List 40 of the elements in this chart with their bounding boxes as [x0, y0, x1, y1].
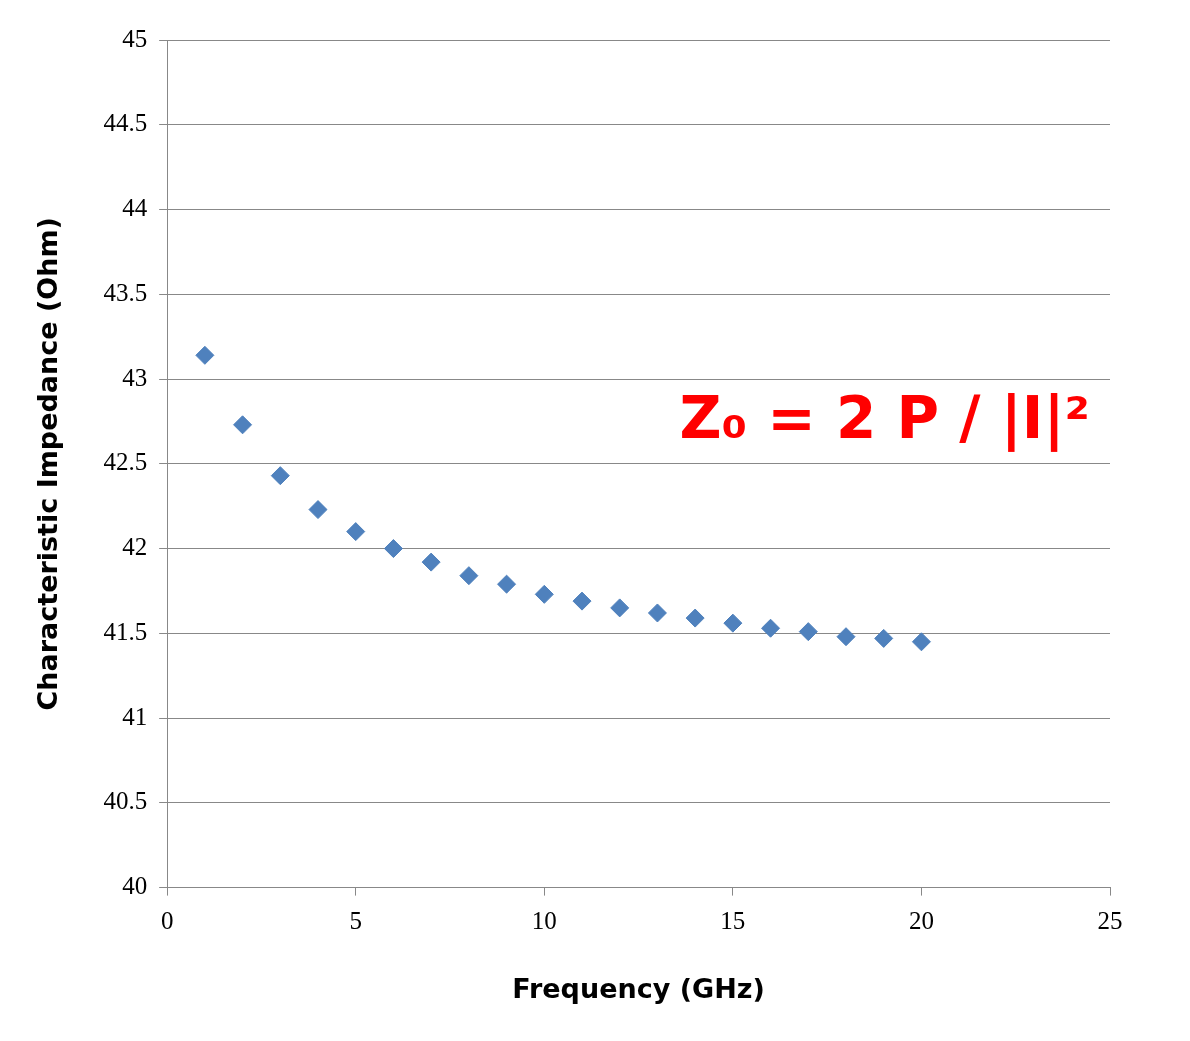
- y-tick-label: 43: [122, 363, 148, 391]
- y-tick-label: 42: [122, 533, 148, 561]
- point: [836, 627, 856, 647]
- point: [685, 608, 705, 628]
- y-tick-label: 41: [122, 702, 148, 730]
- x-tick-label: 0: [160, 907, 174, 935]
- y-tick-label: 44: [122, 194, 148, 222]
- point: [459, 566, 479, 586]
- x-tick-label: 25: [1097, 907, 1123, 935]
- point: [761, 618, 781, 638]
- point: [572, 591, 592, 611]
- y-tick-label: 44.5: [103, 109, 148, 137]
- y-tick-label: 40.5: [103, 787, 148, 815]
- y-tick-label: 43.5: [103, 278, 148, 306]
- point: [723, 613, 743, 633]
- point: [874, 628, 894, 648]
- point: [497, 574, 517, 594]
- y-tick-label: 40: [122, 872, 148, 900]
- y-tick-label: 41.5: [103, 617, 148, 645]
- point: [911, 632, 931, 652]
- point: [647, 603, 667, 623]
- point: [383, 539, 403, 559]
- point: [195, 345, 215, 365]
- point: [610, 598, 630, 618]
- point: [346, 522, 366, 542]
- y-tick-label: 42.5: [103, 448, 148, 476]
- x-tick-label: 20: [908, 907, 934, 935]
- y-axis-title: Characteristic Impedance (Ohm): [32, 217, 64, 711]
- x-axis-title: Frequency (GHz): [512, 972, 765, 1004]
- x-tick-label: 10: [531, 907, 557, 935]
- annotation: Z₀ = 2 P / |I|²: [679, 384, 1090, 453]
- x-tick-label: 15: [720, 907, 746, 935]
- x-tick-label: 5: [349, 907, 362, 935]
- point: [233, 415, 253, 435]
- point: [421, 552, 441, 572]
- y-tick-label: 45: [122, 24, 148, 52]
- point: [798, 622, 818, 642]
- point: [308, 500, 328, 520]
- point: [534, 584, 554, 604]
- point: [270, 466, 290, 486]
